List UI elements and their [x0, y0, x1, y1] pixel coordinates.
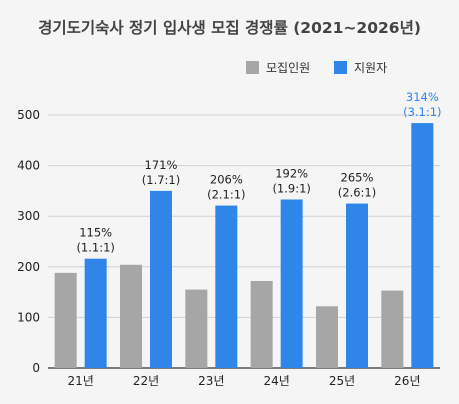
y-tick-label: 400: [17, 159, 40, 173]
x-tick-label: 26년: [394, 374, 420, 388]
annotation-ratio: (3.1:1): [403, 105, 441, 119]
x-tick-label: 25년: [329, 374, 355, 388]
x-tick-label: 22년: [133, 374, 159, 388]
legend-label-recruit: 모집인원: [266, 61, 310, 75]
annotation-ratio: (1.1:1): [76, 241, 114, 255]
y-tick-label: 300: [17, 209, 40, 223]
bar-applicant: [411, 123, 434, 368]
x-tick-label: 23년: [198, 374, 224, 388]
bar-recruit: [250, 280, 273, 368]
y-tick-label: 0: [32, 361, 40, 375]
chart-title: 경기도기숙사 정기 입사생 모집 경쟁률 (2021~2026년): [38, 19, 421, 37]
annotation-rate: 206%: [210, 173, 243, 187]
bar-recruit: [120, 264, 142, 368]
annotation-rate: 171%: [145, 158, 178, 172]
legend-swatch-applicant: [334, 61, 347, 74]
annotation-ratio: (2.1:1): [207, 188, 245, 202]
bar-applicant: [150, 190, 172, 368]
annotation-rate: 115%: [79, 226, 112, 240]
y-tick-label: 500: [17, 108, 40, 122]
x-tick-label: 24년: [264, 374, 290, 388]
bar-recruit: [381, 290, 404, 368]
x-tick-label: 21년: [68, 374, 94, 388]
annotation-rate: 265%: [341, 171, 374, 185]
bar-recruit: [54, 272, 77, 368]
annotation-rate: 192%: [275, 167, 308, 181]
bar-applicant: [215, 205, 238, 368]
y-tick-label: 100: [17, 310, 40, 324]
bar-applicant: [346, 203, 368, 368]
bar-recruit: [185, 289, 208, 368]
legend-label-applicant: 지원자: [354, 61, 387, 75]
annotation-rate: 314%: [406, 90, 439, 104]
bar-applicant: [84, 258, 107, 368]
bar-applicant: [280, 199, 303, 368]
y-tick-label: 200: [17, 260, 40, 274]
annotation-ratio: (1.7:1): [142, 173, 180, 187]
annotation-ratio: (1.9:1): [272, 182, 310, 196]
legend-swatch-recruit: [246, 61, 259, 74]
bar-recruit: [316, 306, 338, 368]
annotation-ratio: (2.6:1): [338, 186, 376, 200]
